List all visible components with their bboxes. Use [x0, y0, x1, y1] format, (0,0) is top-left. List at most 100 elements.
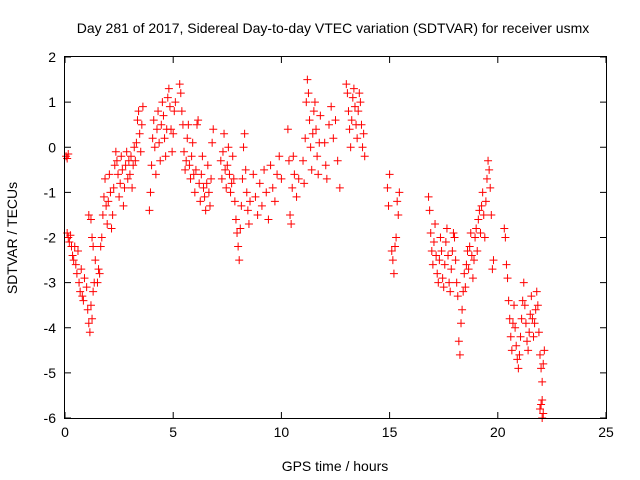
data-point — [125, 170, 134, 179]
y-tick-label: -4 — [44, 320, 57, 336]
data-point — [207, 174, 216, 183]
data-point — [108, 210, 117, 219]
data-point — [195, 179, 204, 188]
data-point — [175, 80, 184, 89]
data-point — [288, 183, 297, 192]
data-point — [523, 337, 532, 346]
data-point — [292, 192, 301, 201]
data-point — [301, 134, 310, 143]
y-tick-label: 1 — [48, 94, 56, 110]
data-point — [202, 179, 211, 188]
x-tick-label: 10 — [274, 424, 290, 440]
data-point — [461, 283, 470, 292]
data-point — [185, 161, 194, 170]
data-point — [487, 210, 496, 219]
data-point — [88, 314, 97, 323]
data-point — [109, 183, 118, 192]
y-tick-label: -6 — [44, 410, 57, 426]
data-point — [286, 210, 295, 219]
data-point — [218, 147, 227, 156]
data-point — [335, 183, 344, 192]
data-point — [533, 301, 542, 310]
data-point — [356, 98, 365, 107]
data-point — [191, 165, 200, 174]
data-point — [73, 247, 82, 256]
data-point — [158, 98, 167, 107]
data-point — [502, 260, 511, 269]
y-tick-label: 2 — [48, 49, 56, 65]
data-point — [118, 165, 127, 174]
data-point — [434, 278, 443, 287]
data-point — [122, 147, 131, 156]
data-point — [244, 219, 253, 228]
data-point — [439, 283, 448, 292]
data-point — [300, 179, 309, 188]
data-point — [387, 247, 396, 256]
data-point — [190, 188, 199, 197]
data-point — [239, 143, 248, 152]
data-point — [238, 174, 247, 183]
data-point — [532, 287, 541, 296]
data-point — [150, 143, 159, 152]
data-point — [131, 156, 140, 165]
y-tick-label: -5 — [44, 365, 57, 381]
data-point — [181, 165, 190, 174]
data-point — [429, 238, 438, 247]
data-point — [342, 80, 351, 89]
data-point — [392, 233, 401, 242]
data-point — [112, 156, 121, 165]
data-point — [77, 265, 86, 274]
data-point — [441, 238, 450, 247]
data-point — [467, 251, 476, 260]
data-point — [359, 129, 368, 138]
data-point — [513, 355, 522, 364]
data-point — [86, 301, 95, 310]
data-point — [89, 242, 98, 251]
data-point — [119, 201, 128, 210]
data-point — [136, 147, 145, 156]
data-point — [299, 156, 308, 165]
data-point — [472, 224, 481, 233]
data-point — [103, 219, 112, 228]
plot-frame — [64, 56, 607, 419]
data-point — [424, 192, 433, 201]
data-point — [452, 278, 461, 287]
data-point — [354, 107, 363, 116]
data-point — [205, 201, 214, 210]
data-point — [539, 359, 548, 368]
data-point — [395, 188, 404, 197]
data-point — [384, 201, 393, 210]
data-point — [307, 165, 316, 174]
data-point — [70, 242, 79, 251]
data-point — [304, 89, 313, 98]
data-point — [478, 188, 487, 197]
data-point — [445, 278, 454, 287]
data-point — [530, 319, 539, 328]
data-point — [388, 256, 397, 265]
data-point — [165, 102, 174, 111]
data-point — [114, 170, 123, 179]
data-point — [129, 161, 138, 170]
y-tick-label: 0 — [48, 139, 56, 155]
data-point — [188, 138, 197, 147]
data-point — [290, 170, 299, 179]
data-point — [235, 256, 244, 265]
data-point — [477, 201, 486, 210]
data-point — [233, 228, 242, 237]
data-point — [249, 170, 258, 179]
data-point — [97, 233, 106, 242]
data-point — [160, 134, 169, 143]
data-point — [473, 247, 482, 256]
data-point — [357, 120, 366, 129]
data-point — [321, 161, 330, 170]
data-point — [524, 346, 533, 355]
data-points — [62, 75, 549, 422]
data-point — [506, 332, 515, 341]
data-point — [284, 156, 293, 165]
data-point — [86, 215, 95, 224]
data-point — [135, 129, 144, 138]
data-point — [257, 201, 266, 210]
data-point — [520, 301, 529, 310]
data-point — [224, 143, 233, 152]
data-point — [310, 98, 319, 107]
